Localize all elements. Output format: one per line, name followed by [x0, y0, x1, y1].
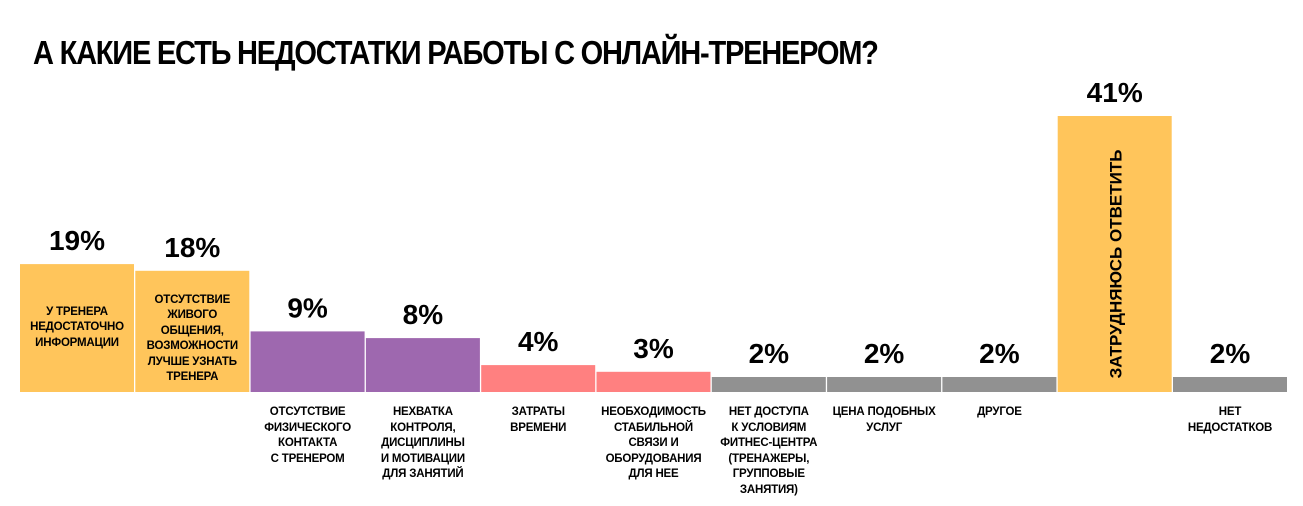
category-label-line: ДЛЯ ЗАНЯТИЙ	[382, 468, 464, 480]
category-label-line: НЕДОСТАТОЧНО	[30, 321, 124, 334]
category-label-line: ТРЕНЕРА	[166, 371, 219, 384]
category-label-line: ФИЗИЧЕСКОГО	[264, 421, 351, 434]
category-label-2: ОТСУТСТВИЕ ЖИВОГО ОБЩЕНИЯ, ВОЗМОЖНОСТИ ЛУЧШ…	[138, 293, 246, 386]
value-label-3: 9%	[287, 292, 328, 323]
bar-11	[1173, 377, 1287, 392]
category-label-line: С ТРЕНЕРОМ	[270, 452, 345, 465]
value-label-5: 4%	[518, 326, 559, 357]
category-label-line: К УСЛОВИЯМ	[731, 421, 807, 434]
category-label-line: ВРЕМЕНИ	[510, 421, 567, 434]
category-label-8: ЦЕНА ПОДОБНЫХ УСЛУГ	[830, 405, 938, 436]
category-label-line: ОТСУТСТВИЕ	[269, 406, 346, 418]
category-label-line: ИНФОРМАЦИИ	[35, 336, 119, 349]
category-label-line: ВОЗМОЖНОСТИ	[146, 340, 238, 353]
category-label-line: НЕТ	[1218, 406, 1242, 418]
value-label-7: 2%	[749, 338, 790, 369]
bar-8	[827, 377, 942, 392]
value-label-2: 18%	[164, 232, 220, 263]
category-label-1: У ТРЕНЕРА НЕДОСТАТОЧНО ИНФОРМАЦИИ	[23, 305, 131, 352]
category-label-line: НЕТ ДОСТУПА	[728, 406, 809, 418]
value-label-1: 19%	[49, 225, 105, 256]
bar-10	[1057, 116, 1172, 392]
value-label-8: 2%	[864, 338, 905, 369]
category-label-line: НЕОБХОДИМОСТЬ	[601, 406, 706, 418]
category-label-5: ЗАТРАТЫ ВРЕМЕНИ	[484, 405, 592, 436]
bar-1	[20, 264, 134, 392]
bar-5	[481, 365, 596, 392]
chart-title: А КАКИЕ ЕСТЬ НЕДОСТАТКИ РАБОТЫ С ОНЛАЙН-…	[33, 34, 879, 71]
category-label-10: ЗАТРУДНЯЮСЬ ОТВЕТИТЬ	[1107, 150, 1126, 379]
category-label-line: ЗАНЯТИЯ)	[739, 483, 798, 496]
category-label-line: КОНТАКТА	[278, 437, 338, 449]
bar-4	[365, 338, 480, 392]
bar-3	[250, 331, 365, 392]
value-label-4: 8%	[403, 299, 444, 330]
value-label-9: 2%	[979, 338, 1020, 369]
category-label-line: УСЛУГ	[866, 421, 903, 434]
category-label-line: ЖИВОГО ОБЩЕНИЯ,	[160, 309, 224, 337]
category-label-line: ДИСЦИПЛИНЫ	[381, 437, 465, 449]
category-label-line: ДЛЯ НЕЕ	[628, 468, 679, 480]
value-label-10: 41%	[1087, 77, 1143, 108]
category-label-line: У ТРЕНЕРА	[46, 305, 108, 318]
category-label-line: КОНТРОЛЯ,	[390, 421, 456, 434]
category-label-line: НЕДОСТАТКОВ	[1187, 421, 1273, 434]
category-label-4: НЕХВАТКА КОНТРОЛЯ, ДИСЦИПЛИНЫ И МОТИВАЦИИ ДЛ…	[369, 405, 477, 483]
category-label-line: ЗАТРАТЫ	[511, 406, 565, 418]
category-label-line: ЦЕНА ПОДОБНЫХ	[832, 406, 936, 418]
category-label-line: ОТСУТСТВИЕ	[154, 293, 231, 306]
value-label-11: 2%	[1210, 338, 1251, 369]
bar-9	[942, 377, 1057, 392]
value-label-6: 3%	[633, 333, 674, 364]
category-label-line: ГРУППОВЫЕ	[732, 468, 805, 480]
category-label-line: (ТРЕНАЖЕРЫ,	[728, 452, 810, 465]
category-label-line: ФИТНЕС-ЦЕНТРА	[720, 437, 818, 449]
bar-6	[596, 371, 711, 392]
category-label-9: ДРУГОЕ	[945, 405, 1053, 421]
category-label-line: И МОТИВАЦИИ	[380, 452, 465, 465]
category-label-line: СТАБИЛЬНОЙ	[613, 421, 693, 434]
category-label-line: ОБОРУДОВАНИЯ	[605, 452, 702, 465]
category-label-line: НЕХВАТКА	[392, 406, 453, 418]
category-label-11: НЕТ НЕДОСТАТКОВ	[1176, 405, 1284, 436]
category-label-line: ДРУГОЕ	[977, 406, 1022, 418]
category-label-line: СВЯЗИ И	[628, 437, 679, 449]
category-label-6: НЕОБХОДИМОСТЬ СТАБИЛЬНОЙ СВЯЗИ И ОБОРУДОВАН…	[600, 405, 708, 483]
bar-7	[711, 377, 826, 392]
category-label-7: НЕТ ДОСТУПА К УСЛОВИЯМ ФИТНЕС-ЦЕНТРА (ТРЕНА…	[715, 405, 823, 498]
category-label-line: ЛУЧШЕ УЗНАТЬ	[147, 355, 237, 368]
bar-2	[135, 270, 250, 392]
category-label-3: ОТСУТСТВИЕ ФИЗИЧЕСКОГО КОНТАКТА С ТРЕНЕРОМ	[254, 405, 362, 467]
